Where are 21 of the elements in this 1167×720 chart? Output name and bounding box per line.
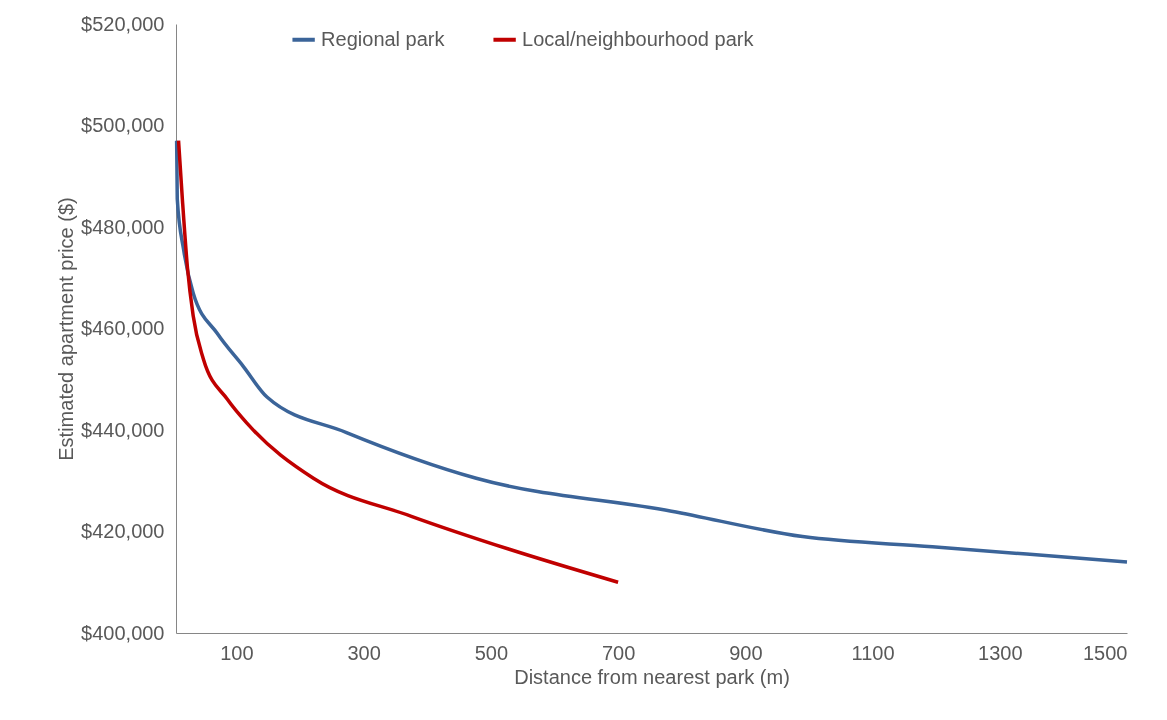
x-tick-label: 700 [601,641,636,664]
y-axis-title: Estimated apartment price ($) [55,197,78,461]
line-series [176,138,620,584]
x-tick-label: 500 [474,641,509,664]
x-tick-label: 900 [729,641,763,664]
x-tick-label: 300 [347,641,381,664]
legend-label: Local/neighbourhood park [522,27,755,50]
y-tick-label: $400,000 [81,621,165,644]
y-tick-label: $420,000 [81,520,165,542]
x-tick-label: 1300 [978,641,1023,664]
y-tick-label: $520,000 [81,12,165,35]
y-tick-label: $460,000 [81,317,165,339]
y-tick-label: $440,000 [81,418,165,441]
y-tick-label: $480,000 [81,215,165,238]
x-tick-label: 1100 [851,641,895,664]
legend-label: Regional park [321,27,446,50]
y-tick-label: $500,000 [81,114,165,136]
x-tick-label: 1500 [1083,641,1128,664]
line-series [174,138,1129,564]
x-tick-label: 100 [220,641,254,664]
x-axis-title: Distance from nearest park (m) [514,665,790,688]
